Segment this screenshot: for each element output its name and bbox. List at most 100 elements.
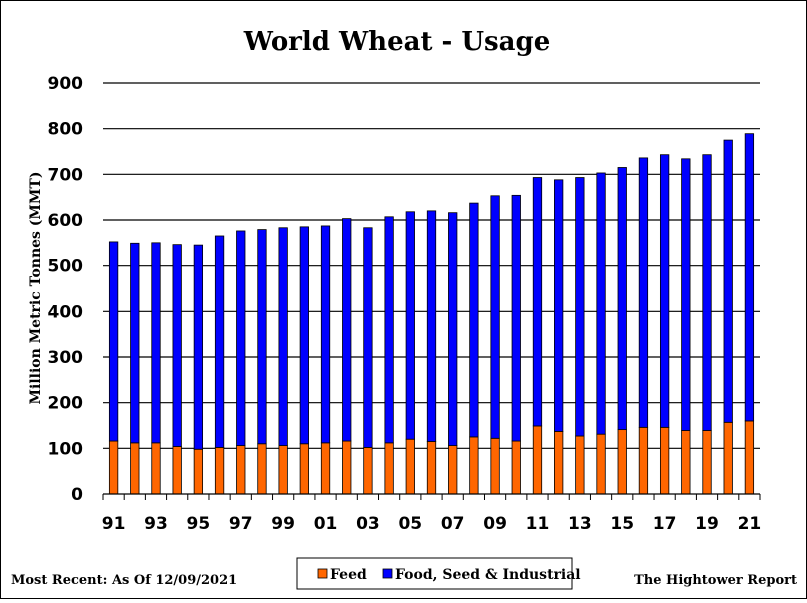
bar-feed-04 xyxy=(384,442,394,495)
bar-food-seed-industrial-14 xyxy=(596,172,606,435)
bar-food-seed-industrial-17 xyxy=(659,154,670,428)
y-tick-label: 300 xyxy=(48,348,84,368)
bar-food-seed-industrial-06 xyxy=(426,210,437,442)
x-tick-label: 99 xyxy=(271,514,295,534)
y-tick-label: 200 xyxy=(48,394,84,414)
bar-food-seed-industrial-18 xyxy=(681,158,691,431)
bar-food-seed-industrial-21 xyxy=(744,133,755,422)
x-tick-label: 11 xyxy=(526,514,550,534)
bar-feed-19 xyxy=(702,430,712,495)
bar-food-seed-industrial-10 xyxy=(511,194,521,442)
bar-food-seed-industrial-00 xyxy=(299,226,309,445)
x-tick-label: 97 xyxy=(229,514,253,534)
x-tick-label: 95 xyxy=(187,514,211,534)
bar-feed-21 xyxy=(744,420,755,495)
bar-feed-01 xyxy=(320,442,331,495)
bar-food-seed-industrial-94 xyxy=(172,244,182,447)
bar-feed-02 xyxy=(342,440,352,495)
legend-swatch-feed xyxy=(317,568,328,579)
footer-date-note: Most Recent: As Of 12/09/2021 xyxy=(11,573,237,588)
bar-food-seed-industrial-98 xyxy=(257,229,267,445)
bar-food-seed-industrial-09 xyxy=(490,195,500,439)
bar-food-seed-industrial-93 xyxy=(151,242,161,444)
y-tick-label: 600 xyxy=(48,211,84,231)
bar-food-seed-industrial-12 xyxy=(554,179,564,432)
y-tick-label: 0 xyxy=(71,485,83,505)
x-tick-labels: 91 93 95 97 99 01 03 05 07 09 11 13 15 17 19 21 xyxy=(102,494,761,534)
bar-food-seed-industrial-13 xyxy=(575,177,585,437)
bar-food-seed-industrial-97 xyxy=(236,230,246,446)
bar-food-seed-industrial-20 xyxy=(723,139,733,423)
bar-feed-11 xyxy=(532,425,543,495)
bar-food-seed-industrial-02 xyxy=(342,218,352,442)
bar-food-seed-industrial-96 xyxy=(214,235,225,448)
bar-food-seed-industrial-15 xyxy=(617,167,627,431)
bar-feed-94 xyxy=(172,446,182,495)
x-tick-label: 17 xyxy=(653,514,677,534)
bar-feed-17 xyxy=(659,426,670,495)
chart-title: World Wheat - Usage xyxy=(243,27,551,57)
bar-feed-06 xyxy=(426,441,437,495)
x-tick-label: 21 xyxy=(738,514,762,534)
y-tick-label: 900 xyxy=(48,74,84,94)
bar-food-seed-industrial-05 xyxy=(405,211,415,440)
y-tick-label: 100 xyxy=(48,439,84,459)
bar-feed-14 xyxy=(596,433,606,495)
legend-label-feed: Feed xyxy=(330,567,367,583)
x-tick-label: 93 xyxy=(144,514,168,534)
x-tick-label: 01 xyxy=(314,514,338,534)
bar-food-seed-industrial-08 xyxy=(469,202,479,438)
bar-feed-99 xyxy=(278,445,288,495)
y-tick-labels: 0 100 200 300 400 500 600 700 800 900 xyxy=(48,74,84,505)
bar-feed-95 xyxy=(193,448,204,495)
bars xyxy=(108,133,755,495)
bar-feed-03 xyxy=(363,447,373,495)
bar-food-seed-industrial-91 xyxy=(108,241,119,442)
bar-feed-00 xyxy=(299,443,309,495)
x-tick-label: 09 xyxy=(483,514,507,534)
bar-food-seed-industrial-04 xyxy=(384,216,394,444)
bar-food-seed-industrial-19 xyxy=(702,154,712,431)
bar-feed-07 xyxy=(448,445,458,495)
bar-feed-96 xyxy=(214,447,225,495)
y-axis-label: Million Metric Tonnes (MMT) xyxy=(28,172,44,405)
bar-feed-92 xyxy=(130,442,140,495)
y-tick-label: 800 xyxy=(48,120,84,140)
bar-feed-20 xyxy=(723,421,733,495)
bar-food-seed-industrial-01 xyxy=(320,225,331,444)
bar-feed-13 xyxy=(575,435,585,495)
bar-food-seed-industrial-95 xyxy=(193,244,204,450)
bar-feed-98 xyxy=(257,443,267,495)
legend-label-food-seed-industrial: Food, Seed & Industrial xyxy=(395,567,581,583)
footer-source: The Hightower Report xyxy=(634,573,797,588)
x-tick-label: 13 xyxy=(568,514,592,534)
bar-feed-97 xyxy=(236,445,246,495)
x-tick-label: 03 xyxy=(356,514,380,534)
bar-feed-93 xyxy=(151,442,161,495)
bar-food-seed-industrial-03 xyxy=(363,227,373,448)
x-tick-label: 19 xyxy=(695,514,719,534)
legend: Feed Food, Seed & Industrial xyxy=(296,557,581,590)
bar-food-seed-industrial-16 xyxy=(638,157,649,428)
x-tick-label: 91 xyxy=(102,514,126,534)
bar-feed-16 xyxy=(638,426,649,495)
bar-food-seed-industrial-07 xyxy=(448,212,458,446)
bar-food-seed-industrial-11 xyxy=(532,177,543,427)
legend-swatch-food-seed-industrial xyxy=(382,568,393,579)
x-tick-label: 15 xyxy=(610,514,634,534)
bar-food-seed-industrial-92 xyxy=(130,242,140,444)
bar-feed-05 xyxy=(405,438,415,495)
bar-feed-10 xyxy=(511,440,521,495)
bar-food-seed-industrial-99 xyxy=(278,227,288,446)
x-tick-label: 07 xyxy=(441,514,465,534)
legend-box xyxy=(296,557,573,590)
y-tick-label: 500 xyxy=(48,257,84,277)
y-tick-label: 700 xyxy=(48,165,84,185)
y-tick-label: 400 xyxy=(48,302,84,322)
bar-feed-91 xyxy=(108,440,119,495)
bar-feed-18 xyxy=(681,430,691,495)
bar-feed-09 xyxy=(490,437,500,495)
x-tick-label: 05 xyxy=(398,514,422,534)
